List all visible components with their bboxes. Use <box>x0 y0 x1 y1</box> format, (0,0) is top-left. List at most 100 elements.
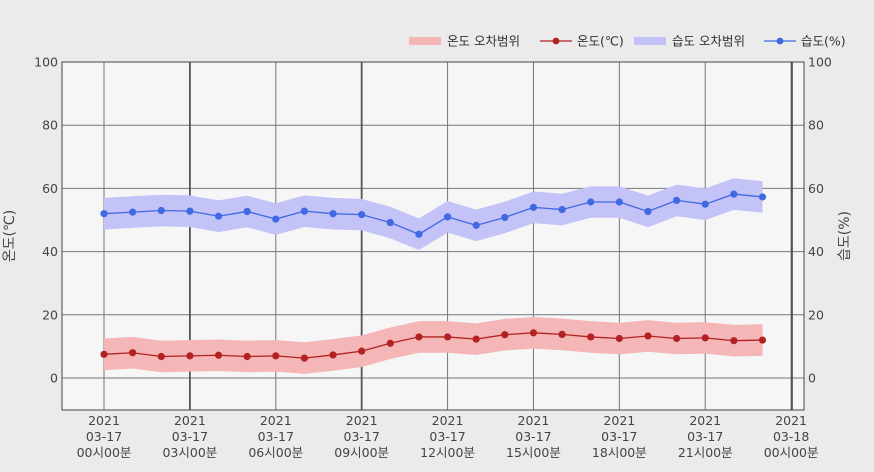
y-tick-label-left: 40 <box>42 244 58 259</box>
legend-label-humidity-band: 습도 오차범위 <box>672 34 745 49</box>
humidity-point <box>100 210 108 218</box>
temp-point <box>157 352 165 361</box>
humidity-point <box>358 211 366 219</box>
temp-point <box>558 330 566 338</box>
humidity-point <box>243 207 251 216</box>
temp-point <box>129 349 137 357</box>
legend: 온도 오차범위 온도(℃) 습도 오차범위 습도(%) <box>409 34 846 49</box>
temp-point <box>472 335 480 343</box>
x-tick-label-line: 03-17 <box>515 429 551 444</box>
x-tick-label-line: 03-17 <box>601 429 637 444</box>
x-tick-label-line: 00시00분 <box>77 445 132 460</box>
y-tick-label-right: 60 <box>808 181 824 196</box>
legend-item-temp[interactable]: 온도(℃) <box>540 34 624 49</box>
x-tick-label-line: 03-17 <box>86 429 122 444</box>
legend-label-humidity: 습도(%) <box>801 34 846 49</box>
temp-point <box>701 334 709 342</box>
y-tick-label-right: 40 <box>808 244 824 259</box>
temp-point <box>186 352 194 360</box>
y-tick-label-right: 0 <box>808 371 816 386</box>
humidity-point <box>730 190 738 198</box>
x-tick-label-line: 09시00분 <box>334 445 389 460</box>
x-tick-label: 2021 03-17 18시00분 <box>592 413 647 460</box>
humidity-point <box>272 215 280 223</box>
x-tick-label-line: 2021 <box>689 413 721 428</box>
x-tick-label: 2021 03-17 00시00분 <box>77 413 132 460</box>
y-tick-label-right: 80 <box>808 118 824 133</box>
humidity-point <box>701 200 709 208</box>
x-tick-label-line: 03-17 <box>687 429 723 444</box>
humidity-point <box>214 212 223 220</box>
temp-point <box>386 339 394 347</box>
plot-border <box>61 61 805 411</box>
humidity-point <box>644 207 652 216</box>
x-tick-label: 2021 03-17 21시00분 <box>678 413 733 460</box>
temp-point <box>443 333 452 341</box>
humidity-point <box>529 203 538 211</box>
x-tick-label-line: 03-17 <box>429 429 465 444</box>
legend-item-humidity[interactable]: 습도(%) <box>764 34 846 49</box>
x-tick-label-line: 06시00분 <box>248 445 303 460</box>
humidity-point <box>415 230 423 238</box>
humidity-point <box>386 218 394 227</box>
legend-item-temp-band[interactable]: 온도 오차범위 <box>409 34 520 49</box>
temp-line <box>103 332 763 359</box>
temp-point <box>730 337 738 345</box>
temp-point <box>415 333 423 341</box>
humidity-point <box>186 207 194 215</box>
x-tick-label: 2021 03-17 12시00분 <box>420 413 475 460</box>
legend-item-humidity-band[interactable]: 습도 오차범위 <box>634 34 745 49</box>
humidity-point <box>129 208 137 216</box>
y-axis-left-title: 온도(℃) <box>2 210 18 262</box>
temp-point <box>300 354 309 362</box>
temp-point <box>587 333 595 341</box>
x-tick-label-line: 2021 <box>346 413 378 428</box>
temp-point <box>501 331 509 339</box>
x-tick-label-line: 2021 <box>518 413 550 428</box>
x-tick-label-line: 18시00분 <box>592 445 647 460</box>
series-lines <box>103 193 763 359</box>
humidity-point <box>758 193 767 201</box>
temp-point <box>529 329 538 337</box>
humidity-point <box>157 206 165 215</box>
x-tick-label-line: 2021 <box>432 413 464 428</box>
x-tick-label-line: 03시00분 <box>162 445 217 460</box>
x-tick-label-line: 03-17 <box>344 429 380 444</box>
y-tick-label-left: 60 <box>42 181 58 196</box>
x-tick-label-line: 03-17 <box>258 429 294 444</box>
x-tick-label-line: 12시00분 <box>420 445 475 460</box>
legend-label-temp: 온도(℃) <box>577 34 624 49</box>
y-tick-label-right: 100 <box>808 55 832 70</box>
x-tick-label: 2021 03-17 03시00분 <box>162 413 217 460</box>
temp-point <box>673 334 681 343</box>
x-tick-label-line: 2021 <box>603 413 635 428</box>
error-bands <box>104 178 763 374</box>
x-tick-label-line: 2021 <box>260 413 292 428</box>
y-tick-label-left: 0 <box>50 371 58 386</box>
x-tick-label: 2021 03-17 09시00분 <box>334 413 389 460</box>
humidity-point <box>329 210 337 218</box>
y-tick-label-left: 100 <box>34 55 58 70</box>
legend-label-temp-band: 온도 오차범위 <box>447 34 520 49</box>
y-tick-label-right: 20 <box>808 307 824 322</box>
y-axis-right-title: 습도(%) <box>837 211 853 261</box>
temp-point <box>358 347 366 355</box>
temp-point <box>329 351 337 359</box>
temp-point <box>615 334 623 343</box>
legend-swatch-humidity-band <box>634 37 666 45</box>
humidity-line <box>103 193 763 235</box>
x-tick-label-line: 2021 <box>88 413 120 428</box>
y-tick-label-left: 80 <box>42 118 58 133</box>
legend-marker-temp <box>552 37 560 45</box>
x-tick-label-line: 2021 <box>174 413 206 428</box>
temp-error-band <box>104 317 763 374</box>
temp-point <box>758 336 767 344</box>
humidity-point <box>443 213 452 221</box>
legend-swatch-temp-band <box>409 37 441 45</box>
x-tick-label: 2021 03-17 06시00분 <box>248 413 303 460</box>
humidity-point <box>673 196 681 205</box>
x-tick-label-line: 21시00분 <box>678 445 733 460</box>
temp-point <box>214 351 223 359</box>
plot-frame <box>61 61 805 411</box>
